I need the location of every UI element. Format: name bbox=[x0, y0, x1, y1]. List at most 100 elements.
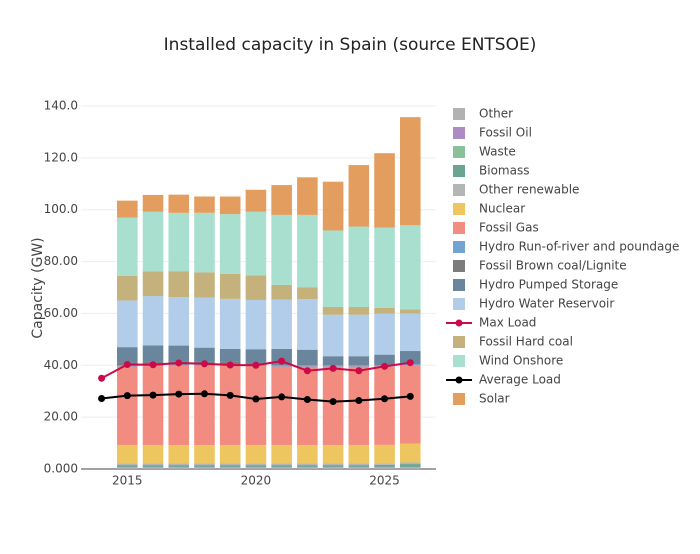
y-tick-label: 140.0 bbox=[44, 99, 78, 113]
legend-label: Fossil Gas bbox=[479, 221, 539, 235]
bar bbox=[168, 271, 190, 298]
bar bbox=[297, 299, 318, 350]
bar bbox=[322, 467, 344, 469]
line-marker bbox=[329, 398, 337, 406]
bar bbox=[194, 466, 215, 468]
y-tick-label: 100.0 bbox=[44, 202, 78, 216]
bar bbox=[168, 365, 190, 446]
legend-swatch bbox=[453, 393, 465, 405]
bar bbox=[374, 153, 395, 228]
line-marker bbox=[175, 359, 183, 367]
bar bbox=[194, 212, 215, 273]
bar bbox=[219, 348, 241, 362]
legend-label: Hydro Pumped Storage bbox=[479, 278, 618, 292]
legend-label: Max Load bbox=[479, 316, 536, 330]
legend-label: Hydro Run-of-river and poundage bbox=[479, 240, 679, 254]
legend-label: Fossil Hard coal bbox=[479, 335, 573, 349]
bar bbox=[168, 465, 190, 467]
bar bbox=[374, 313, 395, 355]
bar bbox=[297, 445, 318, 464]
bar bbox=[168, 467, 190, 469]
line-marker bbox=[123, 392, 131, 400]
bar bbox=[374, 466, 395, 468]
bar bbox=[374, 307, 395, 314]
bar bbox=[399, 313, 421, 352]
y-tick-label: 20.00 bbox=[44, 410, 78, 424]
bar bbox=[245, 463, 267, 466]
y-tick-label: 120.0 bbox=[44, 150, 78, 164]
bar bbox=[322, 181, 344, 231]
x-tick-label: 2015 bbox=[112, 474, 143, 488]
bar bbox=[194, 467, 215, 469]
bar bbox=[168, 468, 190, 469]
legend-label: Fossil Brown coal/Lignite bbox=[479, 259, 627, 273]
bar bbox=[297, 463, 318, 466]
x-tick-label: 2025 bbox=[369, 474, 400, 488]
line-marker bbox=[381, 362, 389, 370]
bar bbox=[297, 349, 318, 366]
legend-swatch bbox=[453, 336, 465, 348]
bar bbox=[168, 466, 190, 468]
bar bbox=[245, 445, 267, 464]
bar bbox=[117, 465, 138, 467]
bar bbox=[322, 463, 344, 466]
legend-label: Biomass bbox=[479, 164, 529, 178]
bar bbox=[219, 468, 241, 469]
bar bbox=[348, 445, 370, 464]
bar bbox=[348, 466, 370, 468]
bar bbox=[271, 466, 292, 468]
bar bbox=[142, 465, 164, 467]
bar bbox=[399, 309, 421, 314]
bar bbox=[374, 354, 395, 366]
bar bbox=[117, 463, 138, 466]
legend-marker bbox=[455, 319, 463, 327]
bar bbox=[271, 365, 292, 367]
line-marker bbox=[123, 361, 131, 369]
legend-label: Other renewable bbox=[479, 183, 579, 197]
bar bbox=[297, 287, 318, 300]
legend-label: Solar bbox=[479, 392, 510, 406]
x-tick-label: 2020 bbox=[241, 474, 272, 488]
bar bbox=[374, 463, 395, 465]
legend-swatch bbox=[453, 203, 465, 215]
bar bbox=[399, 351, 421, 364]
bar bbox=[168, 212, 190, 272]
bar bbox=[271, 284, 292, 300]
line-marker bbox=[200, 390, 208, 398]
bar bbox=[348, 463, 370, 466]
bar bbox=[168, 445, 190, 464]
bar bbox=[194, 465, 215, 467]
bar bbox=[399, 225, 421, 310]
bar bbox=[117, 275, 138, 301]
bar bbox=[271, 467, 292, 469]
bar bbox=[348, 226, 370, 307]
bar bbox=[399, 443, 421, 463]
bar bbox=[245, 211, 267, 276]
bar bbox=[297, 365, 318, 367]
bar bbox=[348, 467, 370, 469]
legend-swatch bbox=[453, 127, 465, 139]
legend-label: Fossil Oil bbox=[479, 126, 532, 140]
bar bbox=[142, 445, 164, 464]
bar bbox=[348, 314, 370, 357]
bar bbox=[219, 298, 241, 349]
bar bbox=[399, 468, 421, 469]
bar bbox=[245, 466, 267, 468]
bar bbox=[245, 189, 267, 212]
legend-swatch bbox=[453, 108, 465, 120]
bar bbox=[117, 347, 138, 363]
bar bbox=[142, 194, 164, 212]
bar bbox=[117, 366, 138, 446]
bar bbox=[271, 366, 292, 446]
line-marker bbox=[200, 360, 208, 368]
legend-swatch bbox=[453, 279, 465, 291]
bar bbox=[322, 306, 344, 315]
y-tick-label: 0.000 bbox=[44, 462, 78, 476]
bar bbox=[399, 462, 421, 465]
bar bbox=[348, 468, 370, 469]
line-marker bbox=[278, 393, 286, 401]
bar bbox=[219, 445, 241, 464]
legend-swatch bbox=[453, 355, 465, 367]
legend-swatch bbox=[453, 260, 465, 272]
